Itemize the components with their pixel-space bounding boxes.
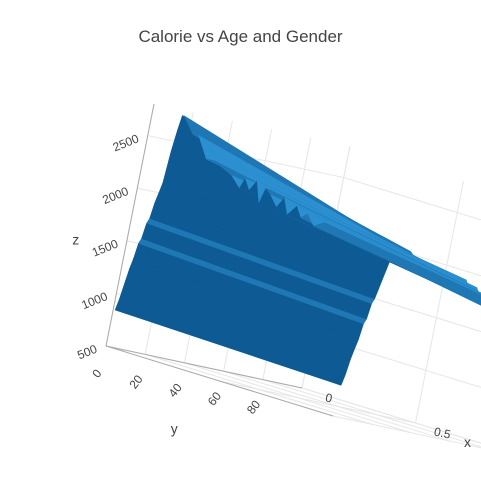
surface-patch[interactable] — [324, 222, 481, 332]
surface-edge — [115, 308, 342, 386]
surface-mesh[interactable] — [115, 115, 481, 386]
z-axis-title: z — [72, 232, 79, 248]
x-axis-line — [105, 345, 334, 417]
grid-line — [415, 180, 464, 424]
y-axis-line — [105, 345, 303, 389]
z-axis-line — [105, 103, 155, 347]
grid-line — [343, 177, 481, 221]
grid-line — [219, 380, 416, 424]
x-axis-title: x — [464, 434, 471, 450]
y-axis-title: y — [171, 421, 178, 437]
surface-patch[interactable] — [313, 222, 481, 328]
x-tick-label: 0 — [324, 391, 334, 406]
x-tick-label: 0.5 — [433, 425, 453, 442]
chart-title: Calorie vs Age and Gender — [138, 27, 342, 46]
grid-line — [332, 415, 481, 449]
